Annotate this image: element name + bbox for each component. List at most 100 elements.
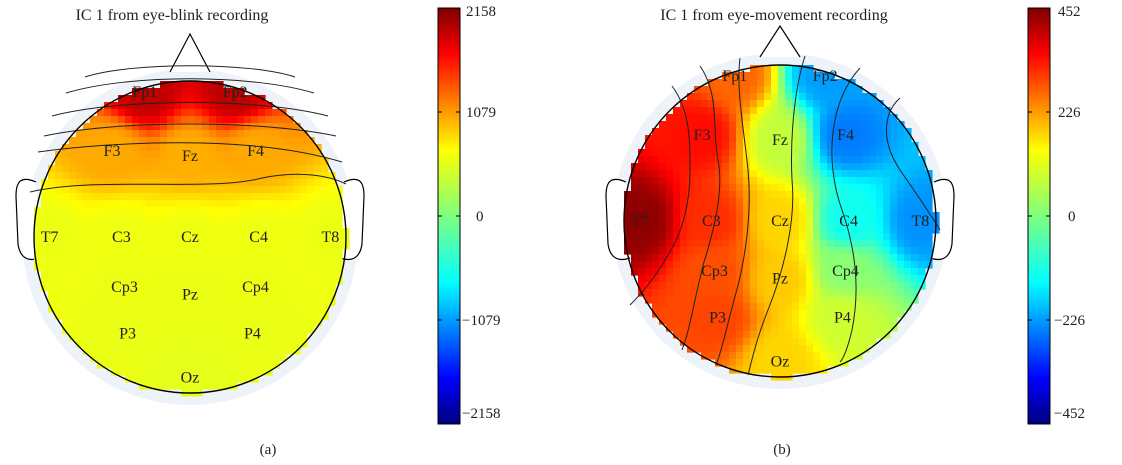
heat-cell	[694, 261, 702, 269]
heat-cell	[799, 289, 807, 297]
heat-cell	[237, 151, 245, 159]
heat-cell	[146, 200, 154, 208]
heat-cell	[736, 142, 744, 150]
heat-cell	[701, 310, 709, 318]
heat-cell	[328, 284, 336, 292]
heat-cell	[890, 191, 898, 199]
heat-cell	[792, 352, 800, 360]
heat-cell	[659, 156, 667, 164]
heat-cell	[799, 254, 807, 262]
heat-cell	[925, 205, 933, 213]
heat-cell	[806, 282, 814, 290]
heat-cell	[251, 291, 259, 299]
heat-cell	[244, 228, 252, 236]
heat-cell	[834, 135, 842, 143]
heat-cell	[202, 88, 210, 96]
heat-cell	[300, 326, 308, 334]
heat-cell	[736, 170, 744, 178]
heat-cell	[904, 226, 912, 234]
heat-cell	[813, 86, 821, 94]
heat-cell	[251, 340, 259, 348]
heat-cell	[132, 165, 140, 173]
heat-cell	[757, 191, 765, 199]
colorbar-tick-zero: 0	[476, 209, 484, 225]
heat-cell	[286, 312, 294, 320]
heat-cell	[279, 284, 287, 292]
heat-cell	[223, 319, 231, 327]
heat-cell	[701, 121, 709, 129]
heat-cell	[55, 179, 63, 187]
heat-cell	[820, 303, 828, 311]
heat-cell	[806, 156, 814, 164]
heat-cell	[708, 352, 716, 360]
heat-cell	[652, 233, 660, 241]
heat-cell	[778, 198, 786, 206]
heat-cell	[722, 282, 730, 290]
heat-cell	[848, 317, 856, 325]
heat-cell	[181, 109, 189, 117]
heat-cell	[181, 144, 189, 152]
heat-cell	[237, 263, 245, 271]
heat-cell	[111, 291, 119, 299]
heat-cell	[272, 109, 280, 117]
heat-cell	[62, 312, 70, 320]
heat-cell	[841, 282, 849, 290]
heat-cell	[286, 116, 294, 124]
heat-cell	[76, 291, 84, 299]
heat-cell	[167, 186, 175, 194]
heat-cell	[335, 214, 343, 222]
heat-cell	[771, 198, 779, 206]
heat-cell	[883, 275, 891, 283]
heat-cell	[111, 109, 119, 117]
heat-cell	[230, 270, 238, 278]
heat-cell	[876, 135, 884, 143]
heat-cell	[230, 263, 238, 271]
heat-cell	[97, 354, 105, 362]
heat-cell	[132, 116, 140, 124]
heat-cell	[174, 130, 182, 138]
heat-cell	[146, 382, 154, 390]
heat-cell	[223, 256, 231, 264]
heat-cell	[869, 296, 877, 304]
heat-cell	[806, 128, 814, 136]
heat-cell	[230, 228, 238, 236]
heat-cell	[202, 249, 210, 257]
heat-cell	[153, 179, 161, 187]
heat-cell	[104, 165, 112, 173]
heat-cell	[188, 165, 196, 173]
heat-cell	[897, 261, 905, 269]
heat-cell	[785, 79, 793, 87]
heat-cell	[181, 172, 189, 180]
heat-cell	[48, 298, 56, 306]
heat-cell	[195, 95, 203, 103]
heat-cell	[736, 114, 744, 122]
heat-cell	[841, 149, 849, 157]
heat-cell	[279, 242, 287, 250]
heat-cell	[876, 275, 884, 283]
heat-cell	[827, 212, 835, 220]
heat-cell	[722, 79, 730, 87]
heat-cell	[715, 107, 723, 115]
heat-cell	[258, 179, 266, 187]
heat-cell	[307, 319, 315, 327]
heat-cell	[869, 268, 877, 276]
heat-cell	[321, 256, 329, 264]
heat-cell	[848, 331, 856, 339]
heat-cell	[841, 142, 849, 150]
heat-cell	[69, 207, 77, 215]
heat-cell	[876, 128, 884, 136]
heat-cell	[97, 291, 105, 299]
heat-cell	[708, 240, 716, 248]
heat-cell	[314, 165, 322, 173]
heat-cell	[764, 170, 772, 178]
heat-cell	[869, 177, 877, 185]
heat-cell	[883, 317, 891, 325]
heat-cell	[862, 128, 870, 136]
heat-cell	[764, 289, 772, 297]
heat-cell	[876, 310, 884, 318]
heat-cell	[792, 79, 800, 87]
heat-cell	[827, 226, 835, 234]
heat-cell	[216, 263, 224, 271]
heat-cell	[652, 296, 660, 304]
